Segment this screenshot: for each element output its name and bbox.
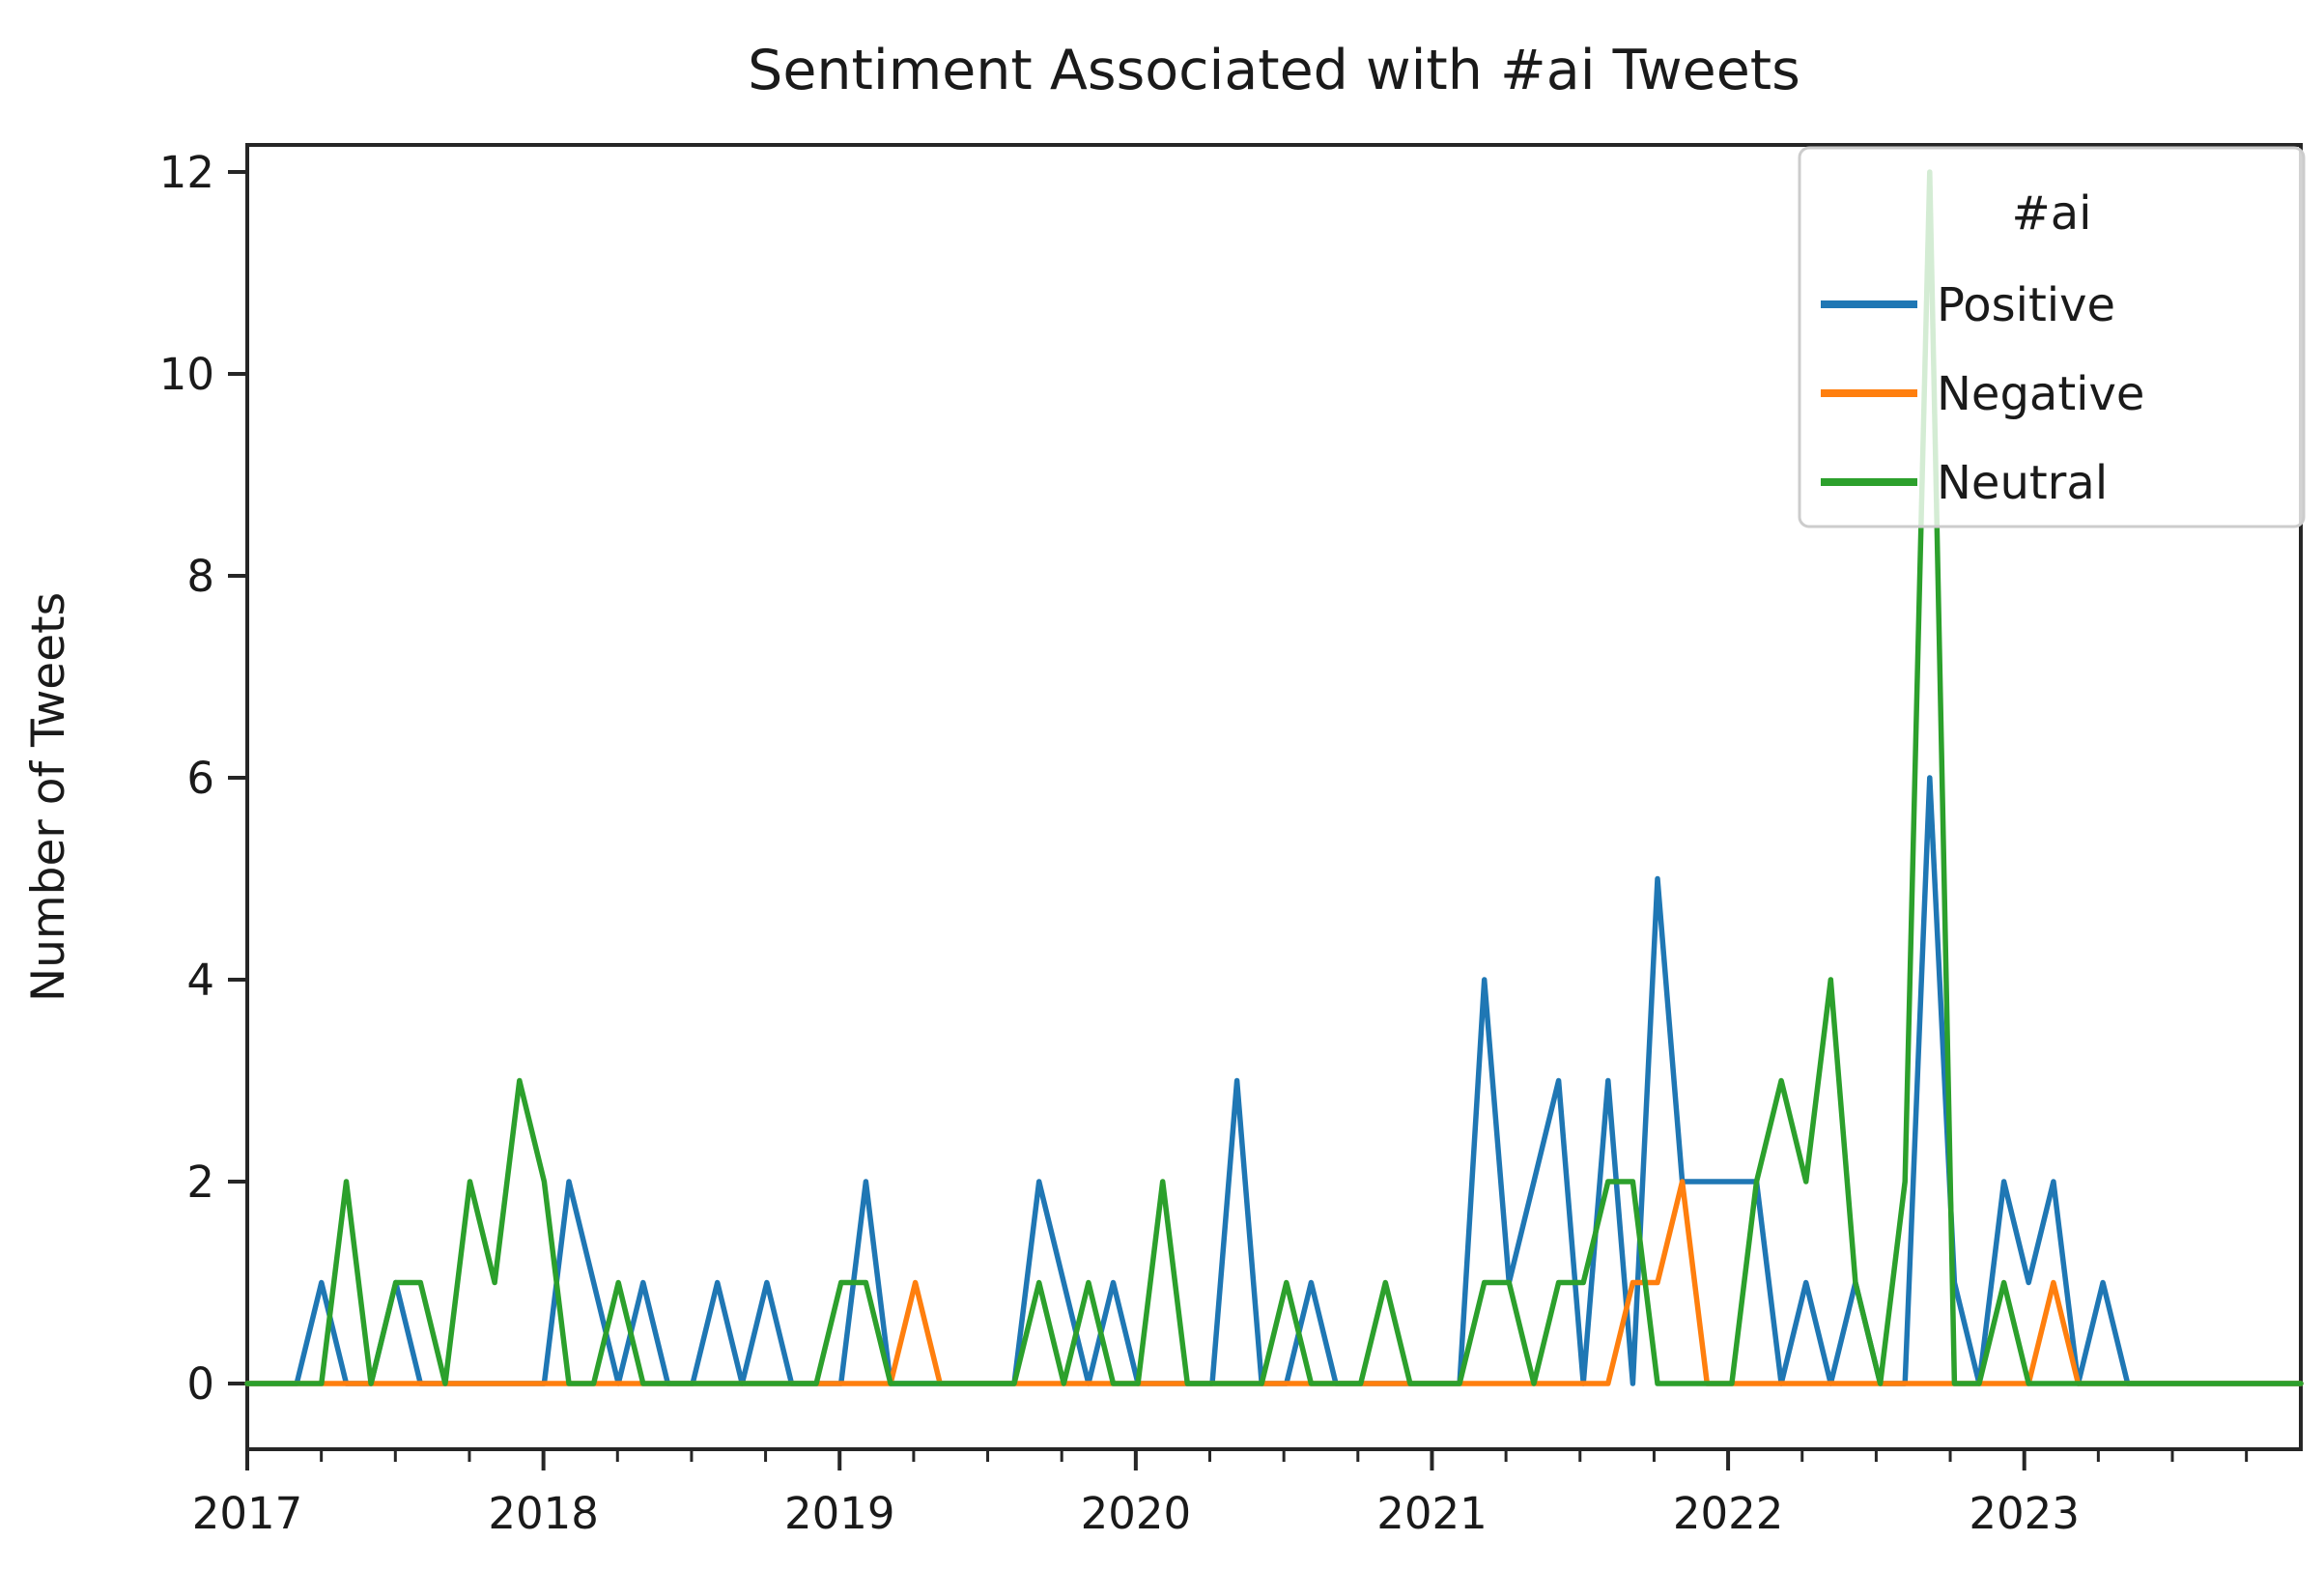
y-axis-label: Number of Tweets — [22, 592, 75, 1002]
legend-label-positive: Positive — [1937, 278, 2115, 332]
y-tick-label: 10 — [159, 349, 214, 400]
x-tick-label: 2023 — [1969, 1488, 2080, 1539]
x-tick-label: 2019 — [784, 1488, 895, 1539]
plot-border — [245, 143, 2303, 1451]
y-tick-label: 0 — [186, 1358, 214, 1410]
chart-title: Sentiment Associated with #ai Tweets — [748, 39, 1800, 102]
y-tick-label: 6 — [186, 753, 214, 804]
y-tick-label: 2 — [186, 1156, 214, 1208]
legend-title: #ai — [2012, 186, 2092, 241]
x-tick-label: 2021 — [1376, 1488, 1488, 1539]
x-tick-label: 2017 — [192, 1488, 303, 1539]
y-tick-label: 12 — [159, 147, 214, 198]
y-tick-label: 4 — [186, 955, 214, 1006]
series-line-neutral — [244, 169, 2304, 1386]
series-layer — [244, 169, 2304, 1386]
legend: #ai Positive Negative Neutral — [1798, 146, 2306, 528]
x-tick-label: 2020 — [1081, 1488, 1192, 1539]
x-tick-label: 2022 — [1673, 1488, 1784, 1539]
legend-label-negative: Negative — [1937, 367, 2144, 421]
legend-box — [1798, 146, 2306, 528]
x-tick-label: 2018 — [488, 1488, 599, 1539]
legend-label-neutral: Neutral — [1937, 456, 2108, 510]
axes-layer: 0 2 4 6 8 10 12 2017 2018 2019 2020 2021 2022 2023 — [159, 143, 2303, 1539]
y-tick-label: 8 — [186, 551, 214, 602]
